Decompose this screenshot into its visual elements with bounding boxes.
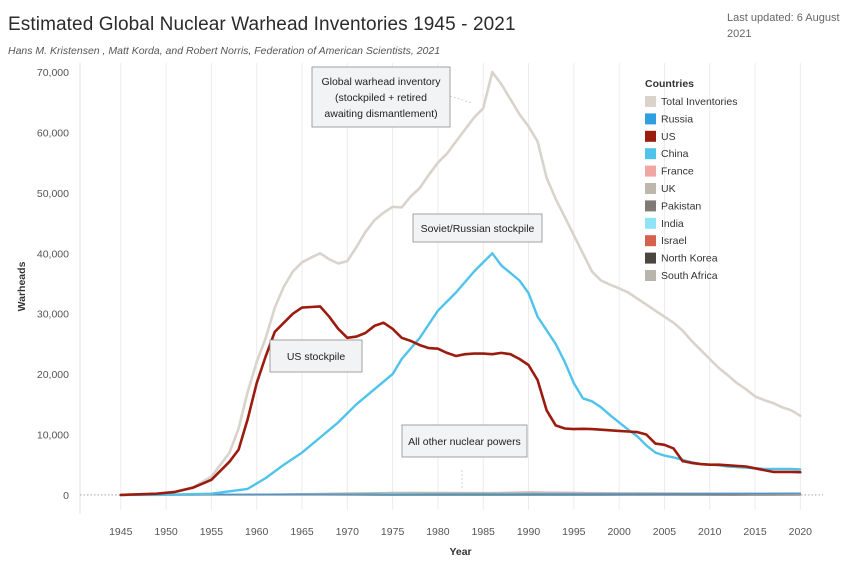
x-tick-label: 1945 bbox=[109, 526, 133, 538]
legend-swatch bbox=[645, 200, 656, 212]
annotation-box bbox=[412, 213, 543, 243]
y-tick-label: 10,000 bbox=[37, 429, 69, 441]
x-tick-label: 2005 bbox=[653, 526, 677, 538]
last-updated-year: 2021 bbox=[727, 28, 752, 40]
legend-label: India bbox=[661, 218, 684, 230]
legend[interactable]: Countries Total Inventories Russia US China F… bbox=[645, 78, 737, 282]
legend-swatch bbox=[645, 235, 656, 247]
x-tick-label: 1950 bbox=[154, 526, 178, 538]
legend-label: China bbox=[661, 148, 689, 160]
legend-item-pakistan[interactable]: Pakistan bbox=[645, 200, 701, 212]
legend-swatch bbox=[645, 148, 656, 160]
series-line-us[interactable] bbox=[119, 305, 802, 497]
annotation-text: US stockpile bbox=[287, 351, 346, 363]
x-tick-label: 2000 bbox=[607, 526, 631, 538]
annotation-leader bbox=[449, 95, 473, 104]
annotation-text: All other nuclear powers bbox=[408, 436, 521, 448]
x-tick-label: 1985 bbox=[472, 526, 496, 538]
y-tick-label: 20,000 bbox=[37, 369, 69, 381]
legend-label: Russia bbox=[661, 113, 693, 125]
y-axis-title: Warheads bbox=[16, 261, 28, 311]
legend-item-russia[interactable]: Russia bbox=[645, 113, 693, 125]
x-tick-label: 2020 bbox=[789, 526, 813, 538]
x-tick-label: 1990 bbox=[517, 526, 541, 538]
annotation-us: US stockpile bbox=[269, 339, 363, 373]
y-tick-label: 30,000 bbox=[37, 309, 69, 321]
y-axis: 0 10,000 20,000 30,000 40,000 50,000 60,000 70,… bbox=[37, 67, 69, 502]
y-tick-label: 70,000 bbox=[37, 67, 69, 79]
legend-item-south-africa[interactable]: South Africa bbox=[645, 270, 718, 282]
series-line-china[interactable] bbox=[119, 252, 802, 497]
legend-swatch bbox=[645, 96, 656, 107]
legend-label: Pakistan bbox=[661, 200, 701, 212]
legend-label: Total Inventories bbox=[661, 96, 737, 108]
x-tick-label: 2010 bbox=[698, 526, 722, 538]
y-tick-label: 0 bbox=[63, 490, 69, 502]
x-tick-label: 1995 bbox=[562, 526, 586, 538]
gridlines bbox=[79, 63, 823, 514]
x-axis: 1945 1950 1955 1960 1965 1970 1975 1980 1985 1990… bbox=[109, 526, 812, 538]
x-tick-label: 1960 bbox=[245, 526, 269, 538]
x-tick-label: 1980 bbox=[426, 526, 450, 538]
series-line-total-inventories[interactable] bbox=[119, 70, 802, 497]
legend-item-total-inventories[interactable]: Total Inventories bbox=[645, 96, 737, 108]
legend-label: UK bbox=[661, 183, 676, 195]
legend-swatch bbox=[645, 270, 656, 281]
legend-item-us[interactable]: US bbox=[645, 130, 676, 143]
legend-item-france[interactable]: France bbox=[645, 165, 694, 178]
legend-label: Israel bbox=[661, 235, 687, 247]
annotation-soviet: Soviet/Russian stockpile bbox=[412, 213, 543, 243]
legend-swatch bbox=[645, 130, 656, 142]
annotation-box bbox=[269, 339, 363, 373]
legend-item-uk[interactable]: UK bbox=[645, 183, 676, 195]
legend-item-north-korea[interactable]: North Korea bbox=[645, 252, 718, 265]
x-tick-label: 1975 bbox=[381, 526, 405, 538]
chart-title: Estimated Global Nuclear Warhead Invento… bbox=[8, 14, 516, 35]
annotation-others: All other nuclear powers bbox=[401, 424, 528, 488]
legend-label: South Africa bbox=[661, 270, 718, 282]
x-tick-label: 2015 bbox=[743, 526, 767, 538]
last-updated-label: Last updated: 6 August 2021 bbox=[727, 10, 842, 42]
legend-item-israel[interactable]: Israel bbox=[645, 235, 687, 247]
legend-item-china[interactable]: China bbox=[645, 148, 689, 160]
annotation-text: (stockpiled + retired bbox=[335, 92, 427, 104]
annotation-text: Soviet/Russian stockpile bbox=[421, 223, 535, 235]
last-updated-line: Last updated: 6 August bbox=[727, 12, 840, 24]
legend-swatch bbox=[645, 252, 656, 264]
x-tick-label: 1955 bbox=[200, 526, 224, 538]
x-axis-title: Year bbox=[449, 546, 471, 558]
chart-subtitle: Hans M. Kristensen , Matt Korda, and Rob… bbox=[8, 45, 441, 57]
series-lines[interactable] bbox=[119, 70, 802, 497]
legend-swatch bbox=[645, 183, 656, 194]
legend-title: Countries bbox=[645, 78, 694, 90]
x-tick-label: 1965 bbox=[290, 526, 314, 538]
legend-swatch bbox=[645, 165, 656, 177]
annotation-total: Global warhead inventory (stockpiled + re… bbox=[311, 66, 473, 128]
x-tick-label: 1970 bbox=[336, 526, 360, 538]
y-tick-label: 60,000 bbox=[37, 127, 69, 139]
annotations: Global warhead inventory (stockpiled + re… bbox=[269, 66, 543, 488]
annotation-box bbox=[311, 66, 451, 128]
legend-label: France bbox=[661, 166, 694, 178]
annotation-box bbox=[401, 424, 528, 458]
legend-swatch bbox=[645, 113, 656, 125]
y-tick-label: 50,000 bbox=[37, 188, 69, 200]
annotation-text: Global warhead inventory bbox=[321, 76, 441, 88]
legend-label: US bbox=[661, 131, 676, 143]
legend-item-india[interactable]: India bbox=[645, 217, 684, 230]
y-tick-label: 40,000 bbox=[37, 248, 69, 260]
legend-swatch bbox=[645, 217, 656, 229]
annotation-text: awaiting dismantlement) bbox=[324, 108, 437, 120]
legend-label: North Korea bbox=[661, 253, 718, 265]
